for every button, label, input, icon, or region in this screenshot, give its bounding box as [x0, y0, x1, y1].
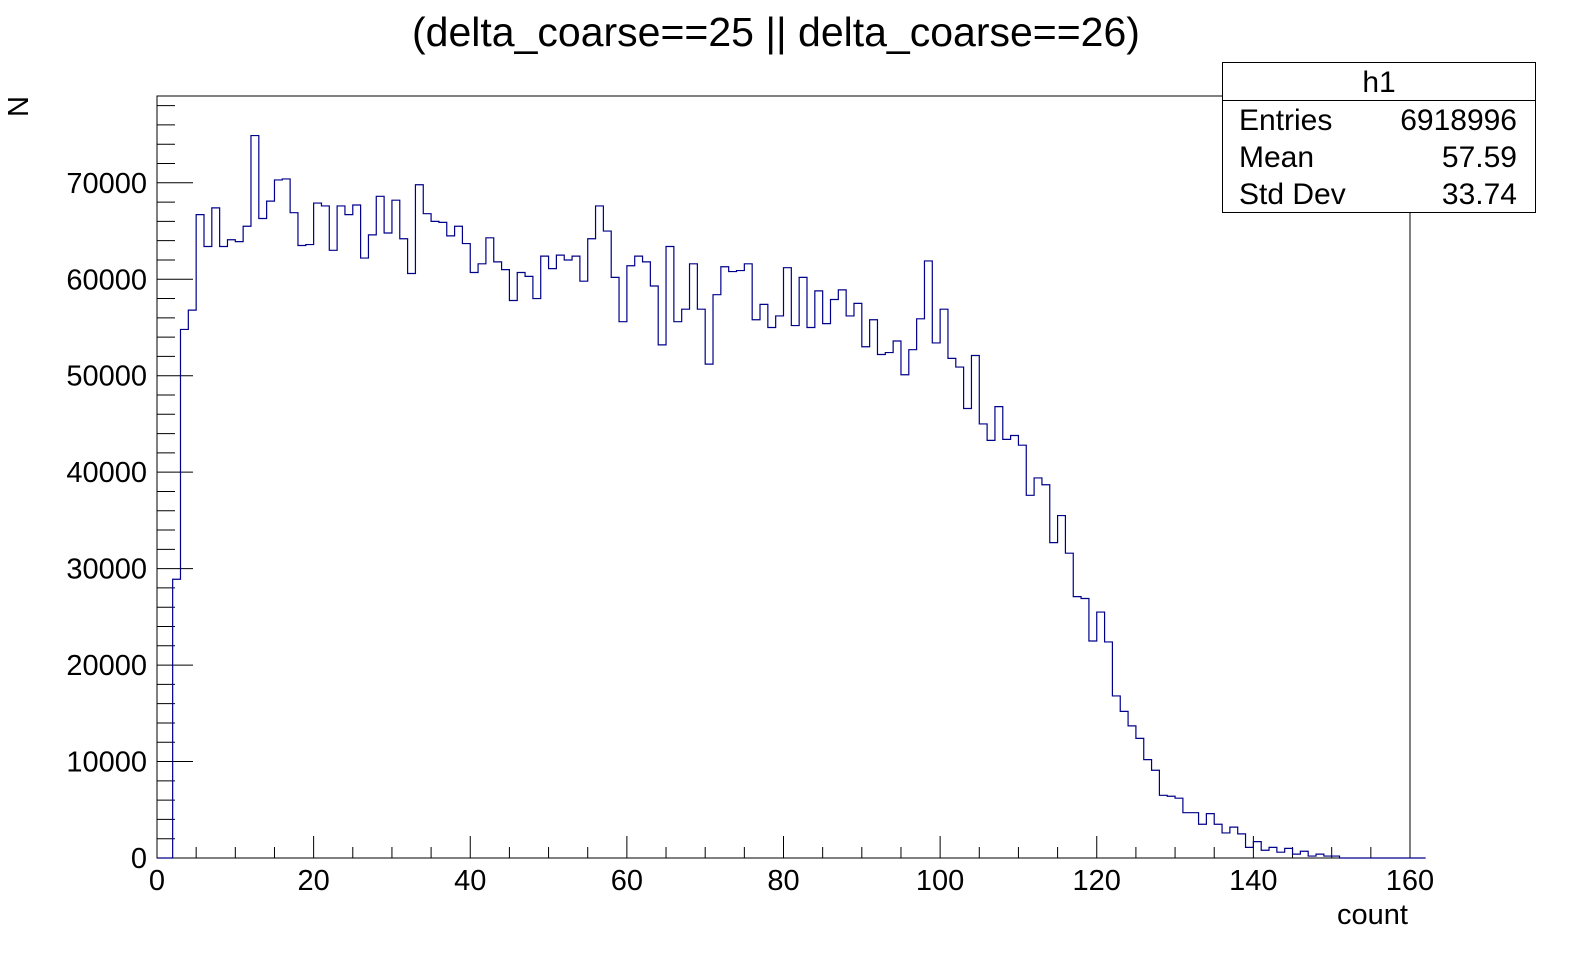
stats-value: 6918996 — [1400, 104, 1517, 137]
x-tick-label: 140 — [1229, 865, 1277, 897]
stats-label: Entries — [1239, 104, 1333, 137]
stats-label: Std Dev — [1239, 178, 1346, 211]
stats-value: 57.59 — [1441, 141, 1517, 174]
x-tick-label: 20 — [297, 865, 329, 897]
chart-title: (delta_coarse==25 || delta_coarse==26) — [412, 9, 1140, 55]
x-tick-label: 40 — [454, 865, 486, 897]
stats-value: 33.74 — [1441, 178, 1517, 211]
x-tick-label: 60 — [611, 865, 643, 897]
stats-box: h1 Entries 6918996 Mean 57.59 Std Dev 33… — [1222, 62, 1536, 213]
y-tick-label: 20000 — [66, 650, 147, 682]
y-tick-label: 10000 — [66, 747, 147, 779]
stats-row-mean: Mean 57.59 — [1223, 138, 1535, 175]
y-tick-label: 70000 — [66, 168, 147, 200]
x-tick-label: 160 — [1386, 865, 1434, 897]
x-tick-label: 120 — [1073, 865, 1121, 897]
y-axis: 0 10000 20000 30000 40000 50000 60000 70000 — [66, 105, 193, 875]
x-axis-label: count — [1337, 899, 1408, 931]
y-tick-label: 30000 — [66, 554, 147, 586]
stats-row-entries: Entries 6918996 — [1223, 101, 1535, 138]
x-tick-label: 0 — [149, 865, 165, 897]
x-tick-label: 80 — [767, 865, 799, 897]
x-axis: 0 20 40 60 80 100 120 140 160 — [149, 836, 1434, 897]
y-tick-label: 60000 — [66, 264, 147, 296]
y-axis-label: N — [3, 96, 35, 117]
x-tick-label: 100 — [916, 865, 964, 897]
histogram-series-line — [157, 134, 1426, 859]
stats-histogram-name: h1 — [1223, 63, 1535, 101]
stats-label: Mean — [1239, 141, 1315, 174]
y-tick-label: 0 — [131, 843, 147, 875]
stats-row-std-dev: Std Dev 33.74 — [1223, 175, 1535, 212]
y-tick-label: 40000 — [66, 457, 147, 489]
y-tick-label: 50000 — [66, 361, 147, 393]
